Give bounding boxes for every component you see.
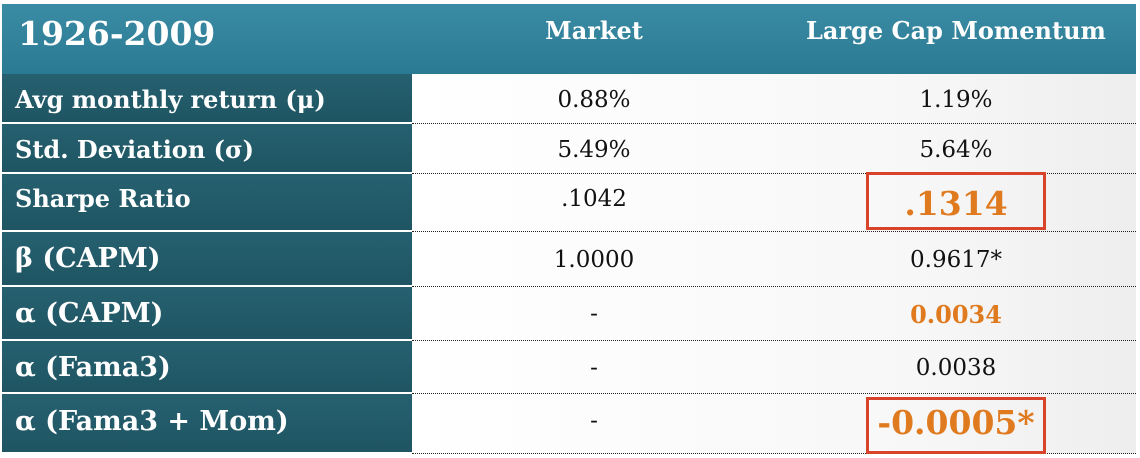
momentum-value-highlighted: -0.0005* [877, 403, 1035, 442]
row-label: α (Fama3) [15, 352, 171, 383]
table-header: 1926-2009 Market Large Cap Momentum [2, 4, 1136, 74]
row-label-cell: Avg monthly return (μ) [2, 74, 412, 124]
table-row-std-dev: Std. Deviation (σ) 5.49% 5.64% [2, 124, 1136, 174]
row-data-cells: - -0.0005* [412, 394, 1136, 454]
alpha-mom-highlight-box [866, 397, 1046, 454]
table-row-alpha-capm: α (CAPM) - 0.0034 [2, 287, 1136, 341]
market-column-header: Market [545, 16, 643, 45]
table-row-avg-return: Avg monthly return (μ) 0.88% 1.19% [2, 74, 1136, 124]
momentum-value-highlighted: 0.0034 [910, 300, 1002, 329]
row-label-cell: Sharpe Ratio [2, 174, 412, 232]
momentum-value: 5.64% [919, 137, 993, 163]
momentum-value-highlighted: .1314 [904, 184, 1008, 223]
table-row-sharpe: Sharpe Ratio .1042 .1314 [2, 174, 1136, 232]
momentum-value: 1.19% [919, 87, 993, 113]
row-label: β (CAPM) [15, 243, 161, 274]
row-label-cell: Std. Deviation (σ) [2, 124, 412, 174]
row-label: Sharpe Ratio [15, 184, 191, 213]
row-data-cells: - 0.0034 [412, 287, 1136, 341]
row-data-cells: 0.88% 1.19% [412, 74, 1136, 124]
row-data-cells: 1.0000 0.9617* [412, 232, 1136, 287]
row-label-cell: α (CAPM) [2, 287, 412, 341]
row-label: Std. Deviation (σ) [15, 135, 255, 164]
row-label: α (CAPM) [15, 298, 164, 329]
period-title: 1926-2009 [18, 14, 216, 53]
market-value: 5.49% [557, 137, 631, 163]
market-value: 0.88% [557, 87, 631, 113]
table-row-alpha-fama3: α (Fama3) - 0.0038 [2, 341, 1136, 394]
row-data-cells: .1042 .1314 [412, 174, 1136, 232]
row-label: α (Fama3 + Mom) [15, 406, 289, 437]
row-data-cells: 5.49% 5.64% [412, 124, 1136, 174]
table-row-alpha-fama3-mom: α (Fama3 + Mom) - -0.0005* [2, 394, 1136, 454]
momentum-value: 0.0038 [915, 355, 997, 381]
table-row-beta-capm: β (CAPM) 1.0000 0.9617* [2, 232, 1136, 287]
momentum-value: 0.9617* [910, 247, 1002, 273]
market-value: - [590, 355, 598, 381]
market-value: - [590, 408, 598, 434]
row-data-cells: - 0.0038 [412, 341, 1136, 394]
sharpe-highlight-box [866, 172, 1046, 230]
momentum-stats-table: 1926-2009 Market Large Cap Momentum Avg … [2, 4, 1136, 454]
momentum-column-header: Large Cap Momentum [806, 16, 1106, 45]
row-label-cell: β (CAPM) [2, 232, 412, 287]
row-label-cell: α (Fama3) [2, 341, 412, 394]
market-value: .1042 [561, 186, 627, 212]
row-label: Avg monthly return (μ) [15, 85, 326, 114]
market-value: 1.0000 [553, 247, 635, 273]
row-label-cell: α (Fama3 + Mom) [2, 394, 412, 454]
market-value: - [590, 301, 598, 327]
